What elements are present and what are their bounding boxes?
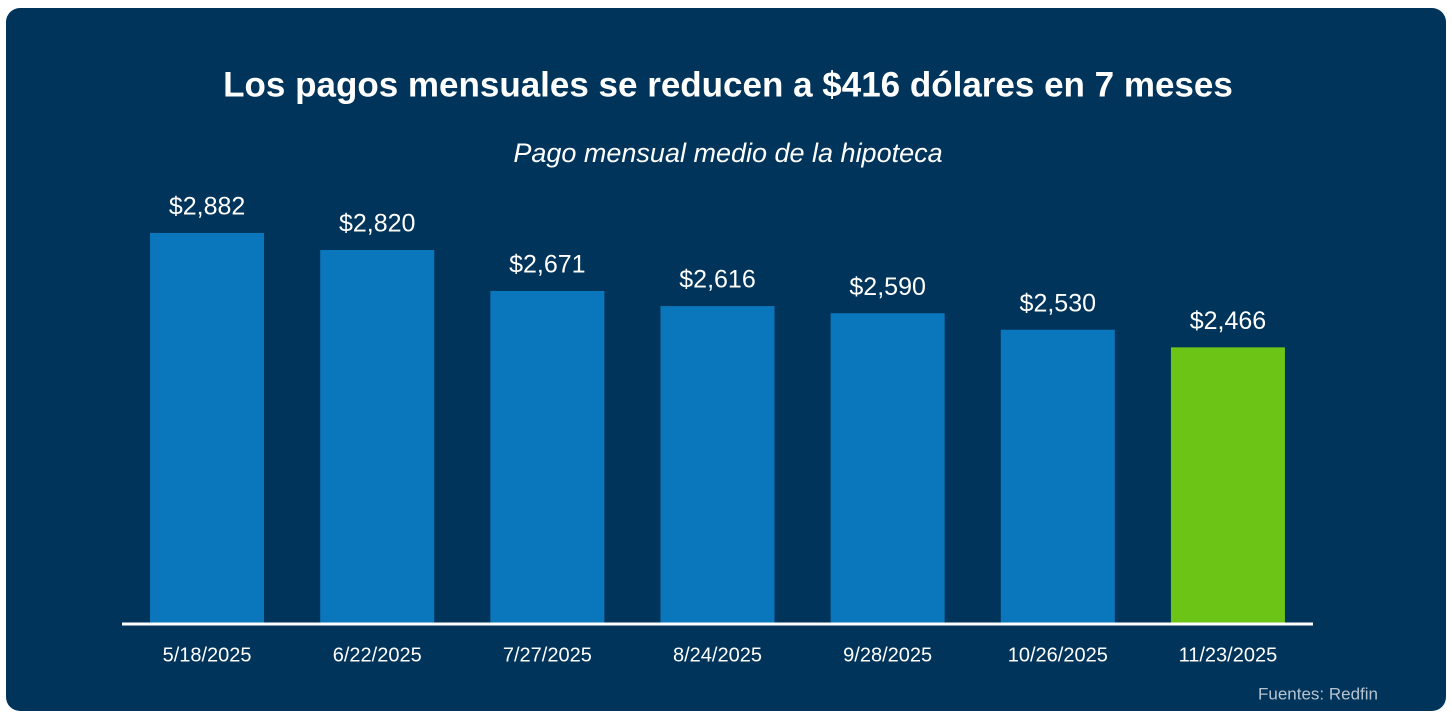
bar (150, 232, 265, 624)
bar (320, 250, 435, 624)
x-tick-label: 6/22/2025 (333, 644, 422, 666)
value-label: $2,590 (849, 273, 925, 301)
bar (490, 290, 605, 624)
chart-subtitle: Pago mensual medio de la hipoteca (513, 138, 942, 168)
bar (1170, 347, 1285, 624)
value-label: $2,820 (339, 210, 415, 238)
x-tick-label: 8/24/2025 (673, 644, 762, 666)
bar (1000, 329, 1115, 624)
x-tick-label: 11/23/2025 (1179, 644, 1278, 666)
x-tick-label: 5/18/2025 (163, 644, 252, 666)
bar (660, 306, 775, 624)
x-tick-label: 9/28/2025 (843, 644, 932, 666)
x-tick-label: 10/26/2025 (1008, 644, 1108, 666)
value-label: $2,530 (1020, 289, 1096, 317)
value-label: $2,882 (169, 193, 245, 221)
source-note: Fuentes: Redfin (1258, 684, 1378, 703)
bar (830, 313, 945, 624)
chart-title: Los pagos mensuales se reducen a $416 dó… (223, 65, 1233, 104)
x-tick-label: 7/27/2025 (503, 644, 592, 666)
value-label: $2,616 (679, 266, 755, 294)
value-label: $2,671 (509, 251, 585, 279)
value-label: $2,466 (1190, 307, 1266, 335)
